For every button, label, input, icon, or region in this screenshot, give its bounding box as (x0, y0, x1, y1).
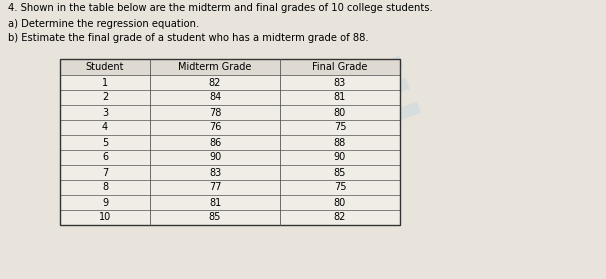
Text: 75: 75 (334, 122, 346, 133)
Text: 8: 8 (102, 182, 108, 193)
Text: Final Grade: Final Grade (312, 62, 368, 72)
Text: 82: 82 (334, 213, 346, 222)
Text: 77: 77 (208, 182, 221, 193)
Bar (60, 90, 400, 105)
Bar (60, 105, 400, 120)
Text: 81: 81 (209, 198, 221, 208)
Text: CUBE: CUBE (172, 48, 434, 210)
Text: 3: 3 (102, 107, 108, 117)
Text: 4: 4 (102, 122, 108, 133)
Text: 75: 75 (334, 182, 346, 193)
Text: 84: 84 (209, 93, 221, 102)
Text: 1: 1 (102, 78, 108, 88)
Text: 5: 5 (102, 138, 108, 148)
Bar (60, 195, 400, 210)
Text: 7: 7 (102, 167, 108, 177)
Bar (60, 150, 400, 165)
Text: a) Determine the regression equation.: a) Determine the regression equation. (8, 19, 199, 29)
Bar (60, 59, 400, 225)
Bar (60, 135, 400, 150)
Text: 2: 2 (102, 93, 108, 102)
Text: 81: 81 (334, 93, 346, 102)
Text: 82: 82 (209, 78, 221, 88)
Text: 83: 83 (334, 78, 346, 88)
Text: 85: 85 (209, 213, 221, 222)
Text: 6: 6 (102, 153, 108, 162)
Bar (60, 210, 400, 225)
Text: 76: 76 (209, 122, 221, 133)
Text: 85: 85 (334, 167, 346, 177)
Bar (60, 120, 400, 135)
Bar (60, 59, 400, 75)
Text: 90: 90 (334, 153, 346, 162)
Text: b) Estimate the final grade of a student who has a midterm grade of 88.: b) Estimate the final grade of a student… (8, 33, 368, 43)
Text: 80: 80 (334, 198, 346, 208)
Text: 86: 86 (209, 138, 221, 148)
Text: 83: 83 (209, 167, 221, 177)
Bar (60, 180, 400, 195)
Text: 10: 10 (99, 213, 111, 222)
Text: 9: 9 (102, 198, 108, 208)
Bar (60, 75, 400, 90)
Text: 4. Shown in the table below are the midterm and final grades of 10 college stude: 4. Shown in the table below are the midt… (8, 3, 433, 13)
Text: 88: 88 (334, 138, 346, 148)
Text: Student: Student (86, 62, 124, 72)
Text: Midterm Grade: Midterm Grade (178, 62, 251, 72)
Bar (60, 165, 400, 180)
Text: 80: 80 (334, 107, 346, 117)
Text: 90: 90 (209, 153, 221, 162)
Text: 78: 78 (209, 107, 221, 117)
